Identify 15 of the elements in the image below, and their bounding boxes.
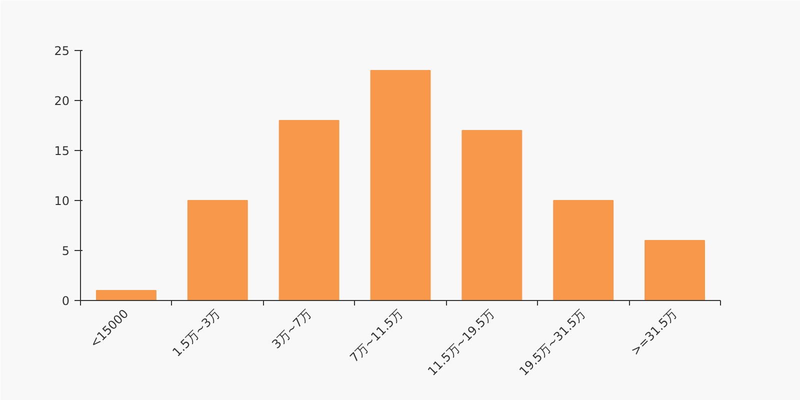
- bar: [370, 70, 431, 300]
- y-tick-label: 10: [54, 194, 70, 208]
- x-tick-label: 3万~7万: [269, 306, 314, 352]
- bar: [462, 130, 522, 300]
- y-tick-label: 0: [62, 294, 70, 308]
- x-tick-label: 1.5万~3万: [170, 306, 223, 360]
- bar: [644, 240, 705, 300]
- bar: [278, 120, 340, 300]
- bar: [553, 200, 614, 300]
- y-tick-label: 5: [62, 244, 70, 258]
- y-tick-label: 20: [54, 94, 70, 108]
- bar: [96, 290, 156, 300]
- y-tick-label: 25: [54, 44, 70, 58]
- y-tick-label: 15: [54, 144, 70, 158]
- bar: [187, 200, 248, 300]
